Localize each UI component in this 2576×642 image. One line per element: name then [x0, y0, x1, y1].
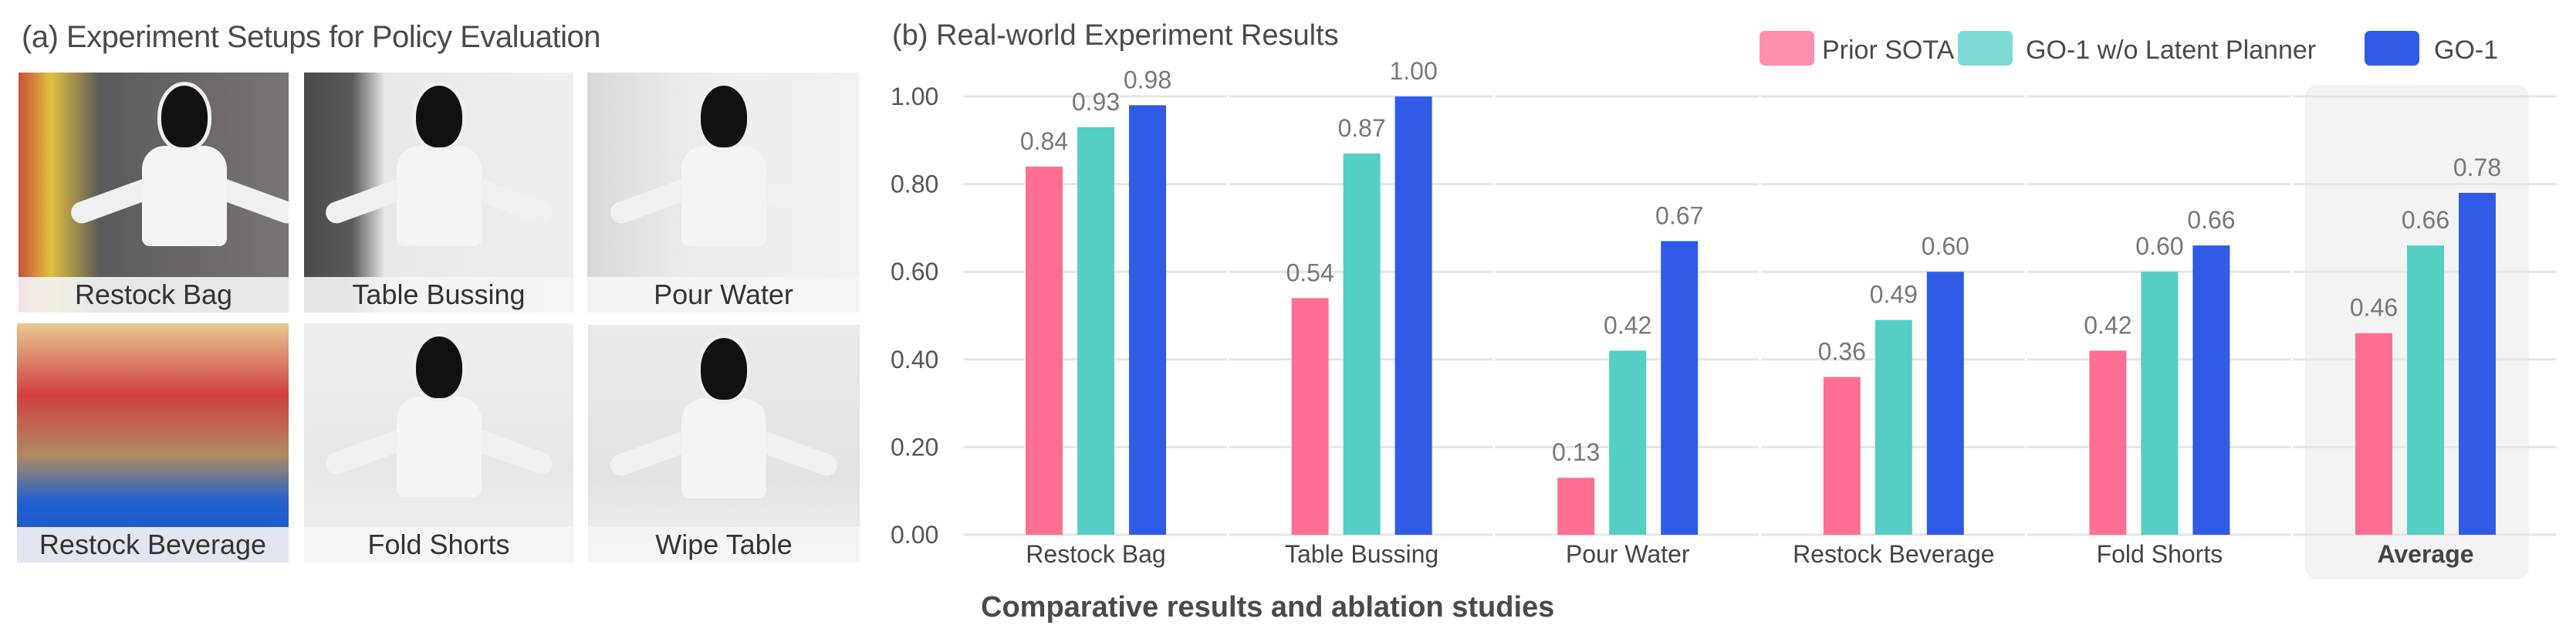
- data-label: 0.84: [1020, 127, 1068, 155]
- photo-label: Pour Water: [587, 277, 860, 313]
- photo-label: Restock Bag: [19, 277, 289, 313]
- bar: [1291, 298, 1329, 535]
- bar: [2355, 333, 2392, 535]
- experiment-photo: Fold Shorts: [304, 323, 573, 563]
- data-label: 0.78: [2453, 154, 2501, 181]
- legend-swatch: [2365, 31, 2419, 66]
- experiment-photo: Restock Beverage: [17, 323, 289, 563]
- photo-label: Fold Shorts: [304, 527, 573, 563]
- data-label: 0.87: [1337, 114, 1385, 142]
- data-label: 0.49: [1870, 281, 1918, 309]
- data-label: 0.66: [2187, 206, 2235, 234]
- y-tick-label: 0.40: [891, 346, 938, 373]
- legend-swatch: [1760, 31, 1814, 66]
- y-tick-label: 0.00: [891, 521, 938, 549]
- robot-torso: [396, 397, 482, 497]
- robot-head: [411, 82, 466, 151]
- y-tick-label: 1.00: [891, 83, 938, 110]
- bar: [1394, 96, 1432, 535]
- legend-label: Prior SOTA: [1822, 35, 1955, 65]
- y-tick-label: 0.20: [891, 433, 938, 461]
- bar: [1557, 478, 1595, 535]
- photo-label: Table Bussing: [304, 277, 573, 313]
- photo-label: Wipe Table: [588, 527, 860, 563]
- bar: [1129, 105, 1166, 536]
- chart-title: (b) Real-world Experiment Results: [892, 19, 1339, 52]
- panel-a-title: (a) Experiment Setups for Policy Evaluat…: [22, 20, 600, 54]
- bar: [2407, 245, 2444, 535]
- legend-label: GO-1 w/o Latent Planner: [2026, 35, 2316, 65]
- bar: [1926, 272, 1964, 535]
- robot-head: [696, 82, 751, 151]
- data-label: 0.66: [2402, 206, 2449, 234]
- data-label: 0.60: [2135, 232, 2183, 260]
- x-category-label: Average: [2377, 540, 2473, 568]
- bar: [1026, 166, 1063, 535]
- data-label: 0.36: [1818, 338, 1866, 366]
- experiment-photo: Table Bussing: [304, 73, 573, 313]
- legend-swatch: [1958, 31, 2013, 66]
- legend-label: GO-1: [2434, 35, 2498, 65]
- figure-caption: Comparative results and ablation studies: [981, 591, 1555, 623]
- y-tick-label: 0.60: [891, 258, 938, 286]
- x-category-label: Pour Water: [1566, 540, 1690, 568]
- robot-torso: [681, 398, 766, 498]
- bar: [1077, 127, 1114, 535]
- bar: [1823, 377, 1861, 535]
- data-label: 0.42: [1604, 311, 1651, 339]
- robot-head: [157, 82, 211, 151]
- bar: [2459, 192, 2496, 535]
- data-label: 0.93: [1072, 88, 1120, 116]
- robot-head: [697, 334, 751, 404]
- experiment-photo: Pour Water: [587, 73, 860, 313]
- bar: [1661, 241, 1699, 535]
- data-label: 0.13: [1552, 438, 1600, 466]
- robot-head: [411, 333, 466, 402]
- bar: [2192, 245, 2230, 535]
- data-label: 0.67: [1655, 201, 1703, 229]
- robot-torso: [681, 146, 766, 246]
- experiment-photo: Wipe Table: [588, 325, 860, 563]
- bar: [2089, 350, 2127, 535]
- data-label: 0.98: [1124, 66, 1171, 93]
- bar: [2141, 272, 2179, 535]
- data-label: 0.54: [1286, 258, 1334, 286]
- bar: [1343, 153, 1381, 535]
- bar: [1875, 319, 1912, 535]
- robot-torso: [142, 146, 227, 246]
- bar: [1609, 350, 1647, 535]
- x-category-label: Fold Shorts: [2097, 540, 2223, 568]
- data-label: 0.46: [2350, 294, 2398, 322]
- photo-label: Restock Beverage: [17, 527, 289, 563]
- x-category-label: Restock Beverage: [1793, 540, 1994, 568]
- x-category-label: Restock Bag: [1026, 540, 1165, 568]
- data-label: 0.42: [2084, 311, 2131, 339]
- robot-torso: [396, 146, 482, 246]
- data-label: 0.60: [1922, 232, 1969, 260]
- y-tick-label: 0.80: [891, 171, 938, 198]
- data-label: 1.00: [1389, 57, 1437, 85]
- experiment-photo: Restock Bag: [19, 73, 289, 313]
- x-category-label: Table Bussing: [1285, 540, 1438, 568]
